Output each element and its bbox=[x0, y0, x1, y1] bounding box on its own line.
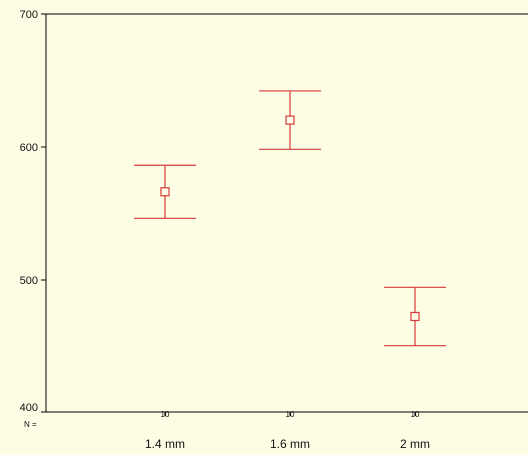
x-ticks bbox=[164, 412, 416, 416]
category-label-1: 1.4 mm bbox=[145, 437, 185, 451]
error-bar-marks bbox=[134, 90, 446, 347]
mean-marker-1 bbox=[160, 187, 170, 197]
n-value-3: 10 bbox=[411, 410, 420, 419]
n-prefix-label: N = bbox=[24, 420, 37, 429]
y-tick-label-500: 500 bbox=[20, 275, 38, 287]
mean-marker-2 bbox=[285, 115, 295, 125]
y-tick-label-600: 600 bbox=[20, 142, 38, 154]
y-tick-label-700: 700 bbox=[20, 9, 38, 21]
y-tick-label-400: 400 bbox=[20, 402, 38, 414]
y-ticks bbox=[41, 13, 46, 413]
mean-marker-3 bbox=[410, 311, 420, 322]
n-value-2: 10 bbox=[286, 410, 295, 419]
category-label-2: 1.6 mm bbox=[270, 437, 310, 451]
category-label-3: 2 mm bbox=[400, 437, 430, 451]
n-value-1: 10 bbox=[161, 410, 170, 419]
y-tick-labels: 700 600 500 400 bbox=[20, 9, 38, 414]
